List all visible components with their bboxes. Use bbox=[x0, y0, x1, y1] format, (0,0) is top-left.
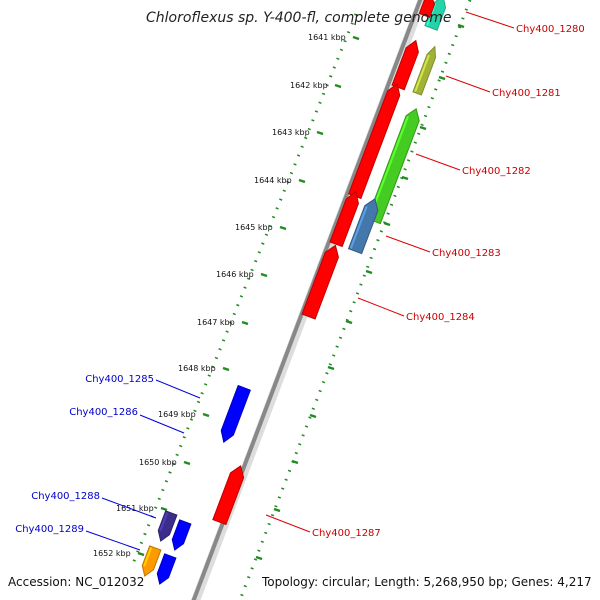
gene-label-chy400-1285[interactable]: Chy400_1285 bbox=[85, 374, 154, 385]
gene-label-chy400-1287[interactable]: Chy400_1287 bbox=[312, 528, 381, 539]
gene-arrow-chy400-1281-main bbox=[348, 83, 401, 200]
gene-arrow-chy400-1281 bbox=[391, 39, 419, 91]
kbp-tick-label: 1643 kbp bbox=[272, 128, 310, 137]
kbp-tick-mark bbox=[352, 35, 360, 41]
kbp-tick-label: 1650 kbp bbox=[139, 458, 177, 467]
kbp-tick-mark bbox=[298, 178, 306, 184]
accession-text: Accession: NC_012032 bbox=[8, 575, 144, 589]
forward-tick bbox=[419, 125, 427, 131]
kbp-tick-label: 1648 kbp bbox=[178, 364, 216, 373]
kbp-tick-label: 1646 kbp bbox=[216, 270, 254, 279]
genome-summary-text: Topology: circular; Length: 5,268,950 bp… bbox=[261, 575, 592, 589]
leader-chy400-1289 bbox=[85, 530, 141, 551]
forward-tick bbox=[309, 413, 317, 419]
forward-tick bbox=[438, 75, 446, 81]
forward-tick bbox=[273, 507, 281, 513]
leader-chy400-1287 bbox=[265, 514, 311, 533]
kbp-tick-mark bbox=[279, 225, 287, 231]
kbp-tick-mark bbox=[334, 83, 342, 89]
kbp-tick-mark bbox=[202, 412, 210, 418]
leader-chy400-1281 bbox=[445, 75, 491, 93]
leader-chy400-1282 bbox=[415, 153, 461, 171]
gene-arrow-chy400-1289 bbox=[141, 545, 162, 577]
gene-arrow-chy400-1283 bbox=[347, 197, 379, 255]
gene-arrow-chy400-1285 bbox=[220, 384, 251, 443]
gene-labels: Chy400_1280 Chy400_1281 Chy400_1282 Chy400_… bbox=[15, 24, 585, 539]
kbp-tick-label: 1651 kbp bbox=[116, 504, 154, 513]
kbp-tick-label: 1644 kbp bbox=[254, 176, 292, 185]
forward-tick bbox=[327, 365, 335, 371]
leader-chy400-1288 bbox=[101, 497, 157, 519]
kbp-tick-label: 1647 kbp bbox=[197, 318, 235, 327]
label-leaders bbox=[85, 11, 515, 551]
kbp-tick-mark bbox=[137, 551, 145, 557]
leader-chy400-1286 bbox=[139, 414, 185, 434]
forward-tick bbox=[255, 555, 263, 561]
kbp-tick-mark bbox=[316, 130, 324, 136]
gene-arrow-chy400-1281-olive bbox=[412, 45, 437, 96]
kbp-tick-label: 1642 kbp bbox=[290, 81, 328, 90]
forward-tick bbox=[291, 459, 299, 465]
gene-arrow-chy400-1284 bbox=[301, 244, 339, 320]
forward-tick bbox=[401, 175, 409, 181]
gene-arrow-chy400-1288 bbox=[157, 510, 178, 542]
kbp-tick-mark bbox=[241, 320, 249, 326]
forward-tick bbox=[383, 221, 391, 227]
gene-label-chy400-1288[interactable]: Chy400_1288 bbox=[31, 491, 100, 502]
gene-label-chy400-1283[interactable]: Chy400_1283 bbox=[432, 248, 501, 259]
gene-arrow-chy400-1284-upper bbox=[329, 190, 359, 248]
gene-label-chy400-1280[interactable]: Chy400_1280 bbox=[516, 24, 585, 35]
kbp-tick-label: 1649 kbp bbox=[158, 410, 196, 419]
kbp-tick-label: 1641 kbp bbox=[308, 33, 346, 42]
gene-arrow-chy400-1286-lower bbox=[156, 553, 177, 585]
kbp-tick-mark bbox=[183, 460, 191, 466]
leader-chy400-1280 bbox=[465, 11, 515, 29]
forward-tick bbox=[365, 269, 373, 275]
leader-chy400-1284 bbox=[357, 297, 405, 317]
kbp-tick-label: 1652 kbp bbox=[93, 549, 131, 558]
gene-label-chy400-1284[interactable]: Chy400_1284 bbox=[406, 312, 475, 323]
gene-label-chy400-1286[interactable]: Chy400_1286 bbox=[69, 407, 138, 418]
forward-tick bbox=[457, 23, 465, 29]
gene-features bbox=[141, 0, 447, 585]
gene-arrow-chy400-1282 bbox=[366, 108, 420, 225]
kbp-tick-mark bbox=[222, 366, 230, 372]
kbp-tick-mark bbox=[160, 506, 168, 512]
kbp-ruler: 1641 kbp 1642 kbp 1643 kbp 1644 kbp 1645 kbp… bbox=[93, 0, 472, 600]
gene-label-chy400-1289[interactable]: Chy400_1289 bbox=[15, 524, 84, 535]
gene-label-chy400-1282[interactable]: Chy400_1282 bbox=[462, 166, 531, 177]
kbp-tick-mark bbox=[260, 272, 268, 278]
forward-tick bbox=[345, 319, 353, 325]
map-title: Chloroflexus sp. Y-400-fl, complete geno… bbox=[146, 10, 452, 26]
gene-arrow-chy400-1287 bbox=[212, 465, 245, 526]
leader-chy400-1285 bbox=[155, 379, 201, 399]
gene-label-chy400-1281[interactable]: Chy400_1281 bbox=[492, 88, 561, 99]
gene-arrow-chy400-1286 bbox=[171, 519, 192, 551]
kbp-tick-label: 1645 kbp bbox=[235, 223, 273, 232]
leader-chy400-1283 bbox=[385, 235, 431, 253]
gene-arrow-chy400-1281-top bbox=[418, 0, 436, 18]
